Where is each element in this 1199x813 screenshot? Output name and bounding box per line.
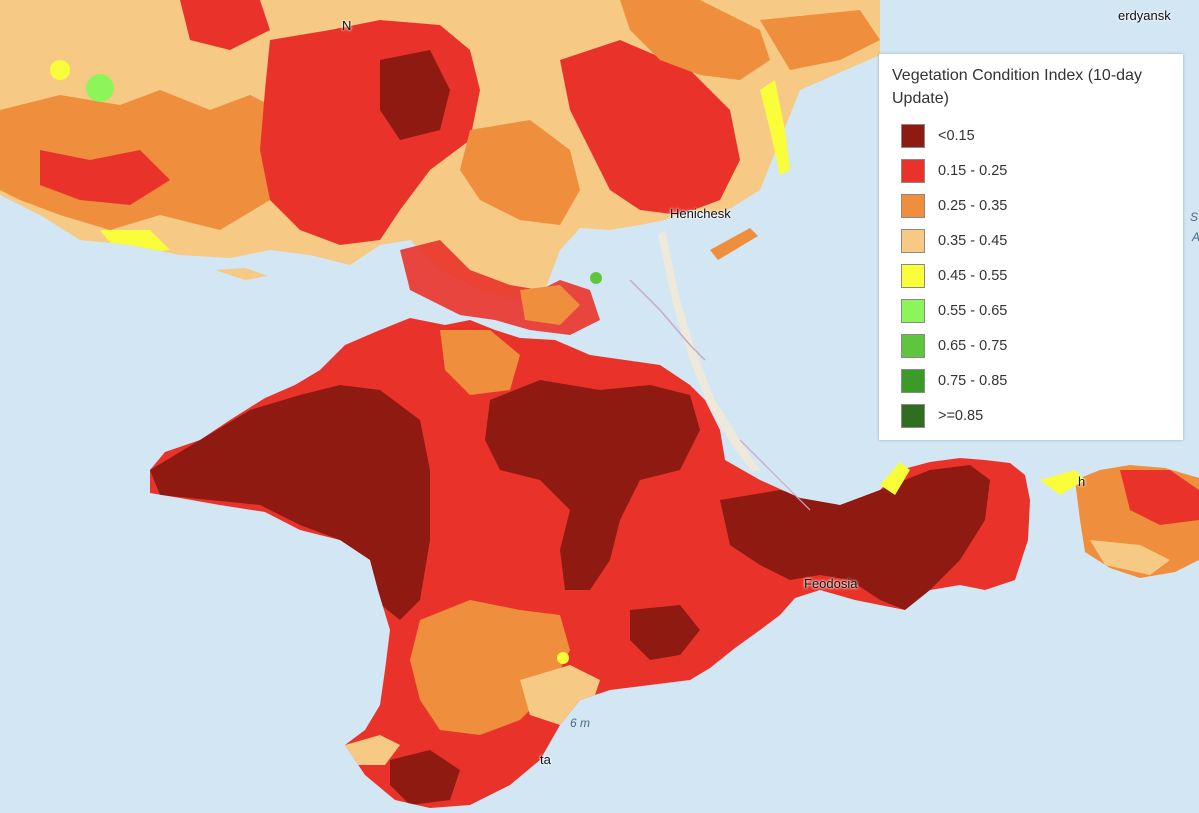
legend-label: >=0.85 [938,407,984,424]
legend-item: 0.15 - 0.25 [879,153,1183,188]
legend-panel: Vegetation Condition Index (10-day Updat… [879,54,1183,440]
north-mainland [0,0,880,300]
label-right-edge-a: S [1190,210,1199,224]
spit-kerch [1040,470,1085,495]
legend-item: >=0.85 [879,398,1183,433]
legend-item: 0.45 - 0.55 [879,258,1183,293]
legend-item: <0.15 [879,118,1183,153]
spit-east [710,228,758,260]
legend-list: <0.15 0.15 - 0.25 0.25 - 0.35 0.35 - 0.45 0.… [879,118,1183,433]
depth-label: 6 m [570,716,591,730]
road-line [739,439,811,511]
legend-swatch [901,263,925,288]
legend-item: 0.75 - 0.85 [879,363,1183,398]
arabat-spit [658,230,760,472]
legend-label: 0.45 - 0.55 [938,267,1008,284]
legend-item: 0.35 - 0.45 [879,223,1183,258]
label-yalta-partial: ta [540,752,551,767]
label-kerch-partial: h [1078,474,1086,489]
label-feodosia: Feodosia [804,576,858,591]
legend-swatch [901,228,925,253]
spit-yellow [760,80,790,175]
island-west [215,268,268,280]
legend-label: 0.15 - 0.25 [938,162,1008,179]
label-berdyansk: erdyansk [1118,8,1171,23]
legend-label: 0.55 - 0.65 [938,302,1008,319]
legend-swatch [901,368,925,393]
legend-item: 0.65 - 0.75 [879,328,1183,363]
legend-title: Vegetation Condition Index (10-day Updat… [892,67,1142,107]
legend-swatch [901,123,925,148]
label-n-top: N [342,18,352,33]
legend-label: 0.35 - 0.45 [938,232,1008,249]
legend-item: 0.25 - 0.35 [879,188,1183,223]
road-line [629,279,706,361]
legend-label: 0.25 - 0.35 [938,197,1008,214]
legend-swatch [901,158,925,183]
label-right-edge-b: A [1192,230,1199,244]
legend-swatch [901,333,925,358]
legend-label: 0.75 - 0.85 [938,372,1008,389]
legend-swatch [901,193,925,218]
legend-swatch [901,403,925,428]
legend-item: 0.55 - 0.65 [879,293,1183,328]
legend-swatch [901,298,925,323]
legend-label: 0.65 - 0.75 [938,337,1008,354]
label-henichesk: Henichesk [670,206,731,221]
legend-label: <0.15 [938,127,975,144]
